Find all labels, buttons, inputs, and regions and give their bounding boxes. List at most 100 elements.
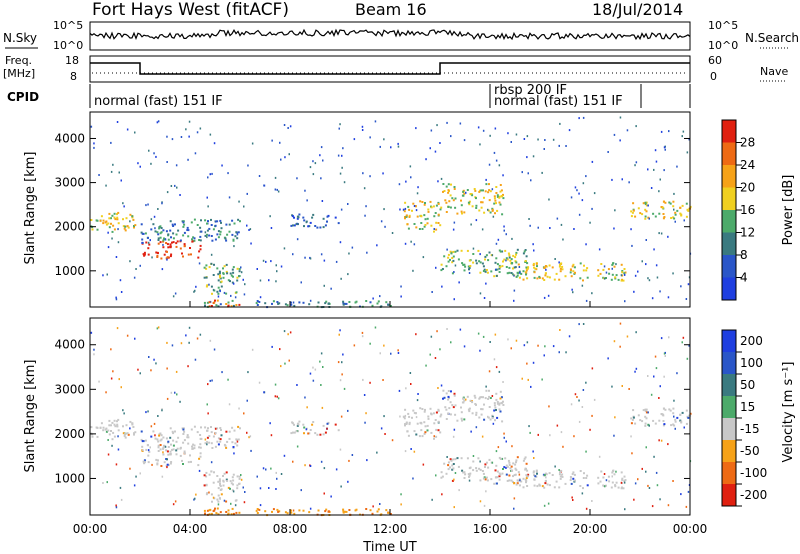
power-echo-cell bbox=[186, 226, 189, 229]
nsky-tick-top: 10^5 bbox=[53, 19, 83, 32]
power-echo-cell bbox=[205, 264, 208, 267]
power-echo-cell bbox=[376, 302, 379, 305]
power-echo-cell bbox=[581, 284, 584, 287]
velocity-echo-cell bbox=[502, 400, 504, 403]
power-echo-cell bbox=[585, 269, 588, 272]
velocity-echo-cell bbox=[302, 509, 305, 512]
date-title: 18/Jul/2014 bbox=[592, 0, 683, 19]
velocity-echo-cell bbox=[365, 508, 368, 510]
power-echo-cell bbox=[443, 255, 446, 258]
velocity-echo-cell bbox=[667, 504, 670, 507]
freq-strip-frame bbox=[89, 55, 691, 83]
velocity-echo-cell bbox=[159, 448, 162, 451]
velocity-echo-cell bbox=[682, 336, 685, 339]
velocity-echo-cell bbox=[216, 440, 219, 443]
power-echo-cell bbox=[509, 259, 512, 262]
power-echo-cell bbox=[142, 232, 145, 235]
power-echo-cell bbox=[558, 144, 560, 147]
velocity-echo-cell bbox=[139, 372, 141, 375]
velocity-echo-cell bbox=[334, 423, 337, 426]
power-echo-cell bbox=[93, 146, 95, 149]
power-echo-cell bbox=[171, 138, 174, 141]
power-echo-cell bbox=[437, 180, 439, 183]
velocity-echo-cell bbox=[637, 414, 640, 417]
velocity-echo-cell bbox=[210, 426, 212, 428]
power-echo-cell bbox=[417, 186, 419, 189]
velocity-echo-cell bbox=[451, 479, 454, 482]
velocity-echo-cell bbox=[576, 396, 578, 398]
power-echo-cell bbox=[211, 239, 214, 242]
velocity-echo-cell bbox=[617, 486, 620, 489]
power-echo-cell bbox=[449, 258, 451, 261]
velocity-echo-cell bbox=[664, 355, 666, 357]
power-echo-cell bbox=[423, 203, 426, 206]
velocity-echo-cell bbox=[181, 427, 184, 430]
colorbar-swatch bbox=[722, 374, 736, 396]
velocity-echo-cell bbox=[514, 463, 517, 466]
power-echo-cell bbox=[658, 232, 660, 235]
velocity-echo-cell bbox=[624, 479, 627, 482]
power-echo-cell bbox=[258, 175, 261, 177]
power-echo-cell bbox=[404, 207, 407, 210]
power-echo-cell bbox=[283, 124, 286, 126]
velocity-echo-cell bbox=[171, 430, 174, 433]
velocity-echo-cell bbox=[227, 509, 230, 512]
velocity-echo-cell bbox=[304, 396, 306, 399]
power-echo-cell bbox=[198, 262, 201, 265]
velocity-echo-cell bbox=[578, 323, 580, 326]
velocity-echo-cell bbox=[515, 483, 518, 486]
velocity-echo-cell bbox=[449, 413, 452, 416]
power-echo-cell bbox=[544, 139, 546, 141]
power-echo-cell bbox=[668, 130, 670, 133]
power-echo-cell bbox=[494, 127, 497, 130]
velocity-echo-cell bbox=[172, 444, 175, 447]
power-echo-cell bbox=[680, 285, 682, 288]
velocity-echo-cell bbox=[506, 466, 509, 468]
velocity-echo-cell bbox=[397, 352, 400, 354]
power-echo-cell bbox=[652, 212, 655, 215]
power-echo-cell bbox=[246, 224, 248, 227]
power-echo-cell bbox=[598, 248, 601, 251]
velocity-echo-cell bbox=[481, 435, 484, 438]
power-echo-cell bbox=[687, 283, 690, 286]
velocity-echo-cell bbox=[206, 492, 209, 495]
velocity-echo-cell bbox=[613, 473, 616, 476]
power-echo-cell bbox=[501, 265, 504, 268]
velocity-echo-cell bbox=[144, 439, 147, 442]
velocity-echo-cell bbox=[309, 429, 312, 431]
power-echo-cell bbox=[410, 176, 412, 179]
velocity-echo-cell bbox=[384, 433, 386, 435]
power-echo-cell bbox=[599, 272, 602, 275]
velocity-echo-cell bbox=[233, 429, 236, 432]
power-echo-cell bbox=[447, 256, 450, 259]
velocity-echo-cell bbox=[216, 427, 219, 430]
power-echo-cell bbox=[483, 211, 486, 214]
velocity-echo-cell bbox=[172, 503, 175, 506]
velocity-echo-cell bbox=[440, 476, 443, 479]
velocity-echo-cell bbox=[105, 391, 107, 394]
velocity-echo-cell bbox=[302, 423, 305, 426]
power-echo-cell bbox=[176, 240, 179, 243]
power-echo-cell bbox=[416, 192, 419, 195]
power-echo-cell bbox=[583, 264, 585, 267]
power-echo-cell bbox=[147, 236, 149, 239]
velocity-echo-cell bbox=[641, 467, 643, 470]
velocity-echo-cell bbox=[448, 407, 451, 410]
power-echo-cell bbox=[211, 172, 213, 175]
velocity-echo-cell bbox=[407, 412, 410, 415]
velocity-echo-cell bbox=[510, 465, 513, 468]
power-echo-cell bbox=[622, 279, 625, 282]
velocity-echo-cell bbox=[518, 484, 521, 487]
velocity-echo-cell bbox=[510, 479, 513, 482]
power-echo-cell bbox=[420, 222, 423, 224]
velocity-echo-cell bbox=[452, 463, 455, 465]
velocity-echo-cell bbox=[197, 464, 200, 467]
velocity-echo-cell bbox=[214, 507, 216, 510]
power-echo-cell bbox=[441, 268, 444, 270]
velocity-echo-cell bbox=[235, 511, 238, 514]
power-echo-cell bbox=[586, 267, 589, 270]
velocity-echo-cell bbox=[219, 427, 222, 429]
velocity-echo-cell bbox=[572, 477, 575, 480]
power-echo-cell bbox=[322, 217, 325, 220]
power-echo-cell bbox=[579, 277, 582, 280]
